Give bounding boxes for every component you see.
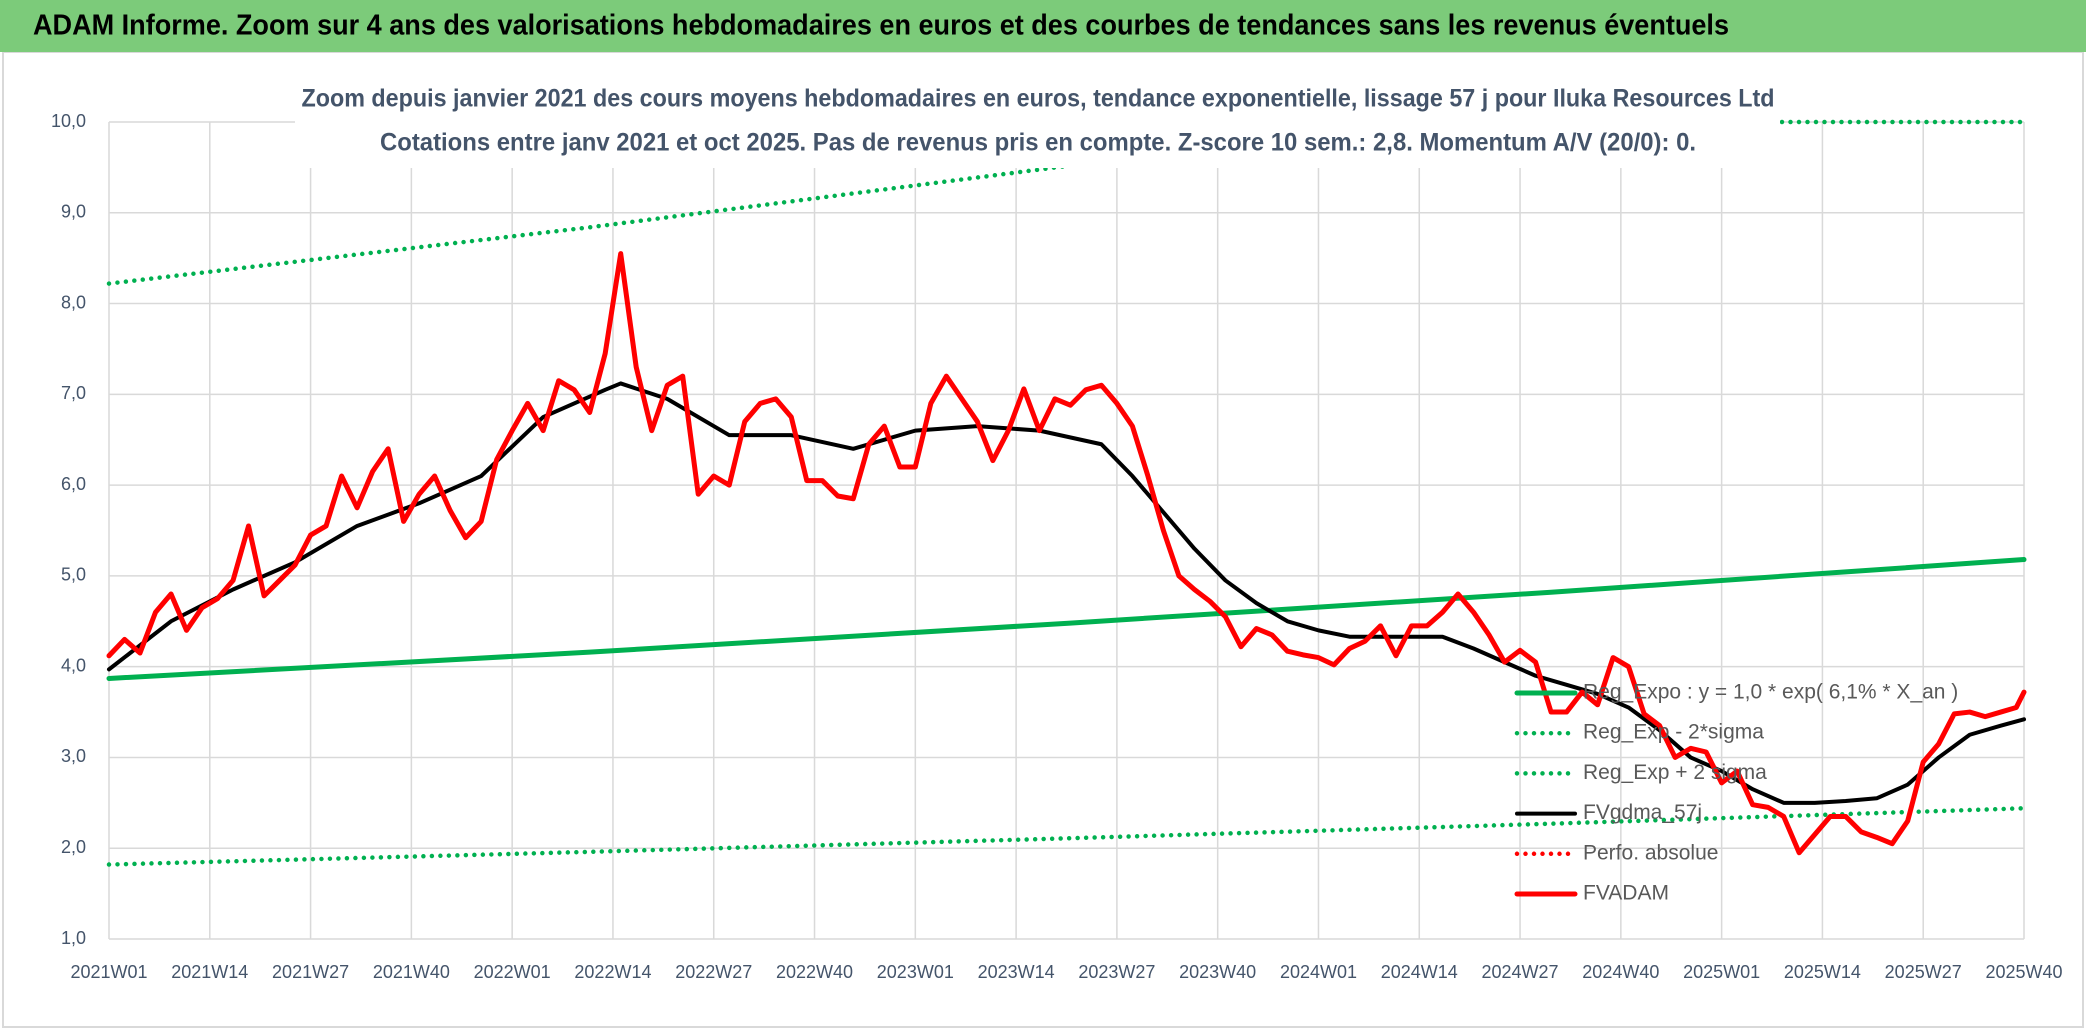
x-tick-label: 2024W14 bbox=[1381, 962, 1458, 982]
legend-label: Reg_Exp - 2*sigma bbox=[1583, 721, 1764, 744]
title-banner bbox=[0, 0, 2086, 52]
y-tick-label: 8,0 bbox=[61, 292, 86, 312]
x-tick-label: 2023W01 bbox=[877, 962, 954, 982]
x-tick-label: 2021W01 bbox=[70, 962, 147, 982]
x-tick-label: 2021W27 bbox=[272, 962, 349, 982]
chart-title: ADAM Informe. Zoom sur 4 ans des valoris… bbox=[33, 10, 1729, 42]
series-line bbox=[106, 806, 2027, 867]
x-tick-label: 2021W14 bbox=[171, 962, 248, 982]
y-tick-label: 3,0 bbox=[61, 746, 86, 766]
y-tick-label: 9,0 bbox=[61, 202, 86, 222]
y-tick-label: 4,0 bbox=[61, 655, 86, 675]
legend-label: Reg_Expo : y = 1,0 * exp( 6,1% * X_an ) bbox=[1583, 681, 1958, 704]
x-tick-label: 2023W14 bbox=[978, 962, 1055, 982]
y-tick-label: 6,0 bbox=[61, 474, 86, 494]
x-tick-label: 2024W27 bbox=[1482, 962, 1559, 982]
x-tick-label: 2025W27 bbox=[1885, 962, 1962, 982]
y-tick-label: 1,0 bbox=[61, 928, 86, 948]
subtitle-box bbox=[295, 78, 1780, 168]
y-tick-label: 10,0 bbox=[51, 111, 86, 131]
x-tick-label: 2025W01 bbox=[1683, 962, 1760, 982]
x-tick-label: 2022W27 bbox=[675, 962, 752, 982]
x-tick-label: 2023W40 bbox=[1179, 962, 1256, 982]
subtitle: Zoom depuis janvier 2021 des cours moyen… bbox=[302, 85, 1775, 113]
y-tick-label: 2,0 bbox=[61, 837, 86, 857]
x-tick-label: 2022W01 bbox=[474, 962, 551, 982]
x-tick-label: 2025W14 bbox=[1784, 962, 1861, 982]
overlay: Zoom depuis janvier 2021 des cours moyen… bbox=[295, 78, 1780, 168]
x-tick-label: 2022W40 bbox=[776, 962, 853, 982]
y-tick-label: 7,0 bbox=[61, 383, 86, 403]
x-tick-label: 2022W14 bbox=[574, 962, 651, 982]
x-tick-label: 2024W01 bbox=[1280, 962, 1357, 982]
y-tick-label: 5,0 bbox=[61, 565, 86, 585]
subtitle: Cotations entre janv 2021 et oct 2025. P… bbox=[380, 129, 1696, 157]
series-line bbox=[106, 251, 2027, 856]
x-tick-label: 2025W40 bbox=[1985, 962, 2062, 982]
plot-area: 1,0 2,0 3,0 4,0 5,0 6,0 7,0 8,0 9,0 10,0 2021W01 20… bbox=[51, 111, 2063, 982]
legend-label: Perfo. absolue bbox=[1583, 841, 1718, 864]
legend: Reg_Expo : y = 1,0 * exp( 6,1% * X_an ) R… bbox=[1514, 681, 1958, 905]
legend-label: FVADAM bbox=[1583, 882, 1669, 905]
series-line bbox=[107, 381, 2026, 805]
legend-label: Reg_Exp + 2 sigma bbox=[1583, 761, 1767, 784]
series-line bbox=[106, 557, 2027, 681]
x-tick-label: 2021W40 bbox=[373, 962, 450, 982]
legend-label: FVgdma_57j bbox=[1583, 801, 1702, 824]
x-tick-label: 2024W40 bbox=[1582, 962, 1659, 982]
x-tick-label: 2023W27 bbox=[1078, 962, 1155, 982]
